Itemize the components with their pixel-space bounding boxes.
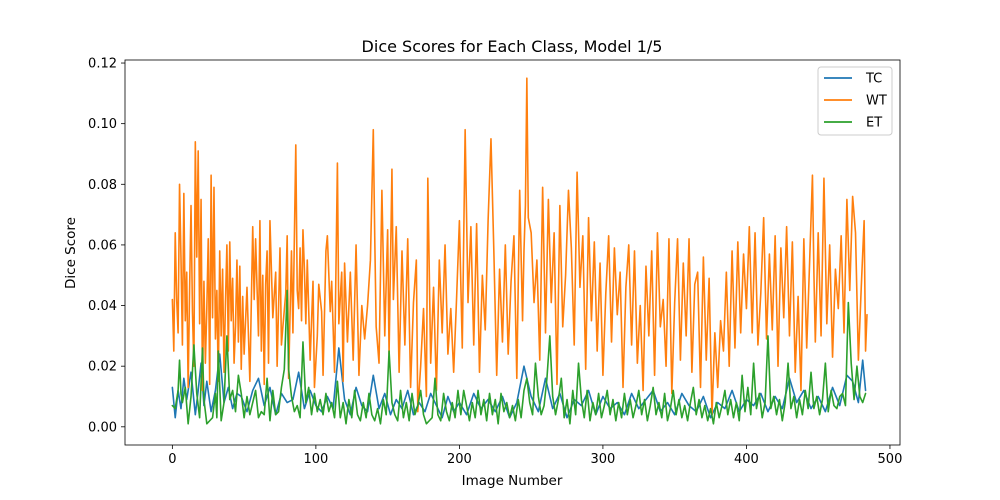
x-axis-ticks: 0 100 200 300 400 500 — [168, 445, 902, 467]
x-axis-title: Image Number — [462, 473, 563, 489]
y-tick-label: 0.04 — [88, 299, 117, 314]
y-axis-title: Dice Score — [63, 217, 79, 289]
y-axis-ticks: 0.00 0.02 0.04 0.06 0.08 0.10 0.12 — [88, 57, 125, 435]
y-tick-label: 0.12 — [88, 57, 117, 72]
y-tick-label: 0.06 — [88, 238, 117, 253]
x-tick-label: 200 — [447, 452, 472, 467]
x-tick-label: 100 — [303, 452, 328, 467]
series-line-et — [171, 289, 867, 425]
x-tick-label: 300 — [591, 452, 616, 467]
legend-label-wt: WT — [866, 94, 887, 109]
x-tick-label: 400 — [734, 452, 759, 467]
y-tick-label: 0.02 — [88, 360, 117, 375]
plot-frame — [124, 59, 901, 446]
x-tick-label: 500 — [878, 452, 903, 467]
legend: TC WT ET — [817, 66, 893, 136]
legend-box — [817, 66, 893, 136]
chart-title: Dice Scores for Each Class, Model 1/5 — [362, 37, 663, 56]
x-tick-label: 0 — [168, 452, 176, 467]
legend-label-tc: TC — [865, 72, 882, 87]
series-layer — [171, 77, 868, 425]
series-line-wt — [171, 77, 868, 416]
y-tick-label: 0.08 — [88, 178, 117, 193]
y-tick-label: 0.00 — [88, 420, 117, 435]
legend-label-et: ET — [866, 116, 882, 131]
y-tick-label: 0.10 — [88, 117, 117, 132]
plot-area: 0 100 200 300 400 500 0.00 0.02 0.04 0.06 0.08 0.1… — [88, 57, 902, 467]
